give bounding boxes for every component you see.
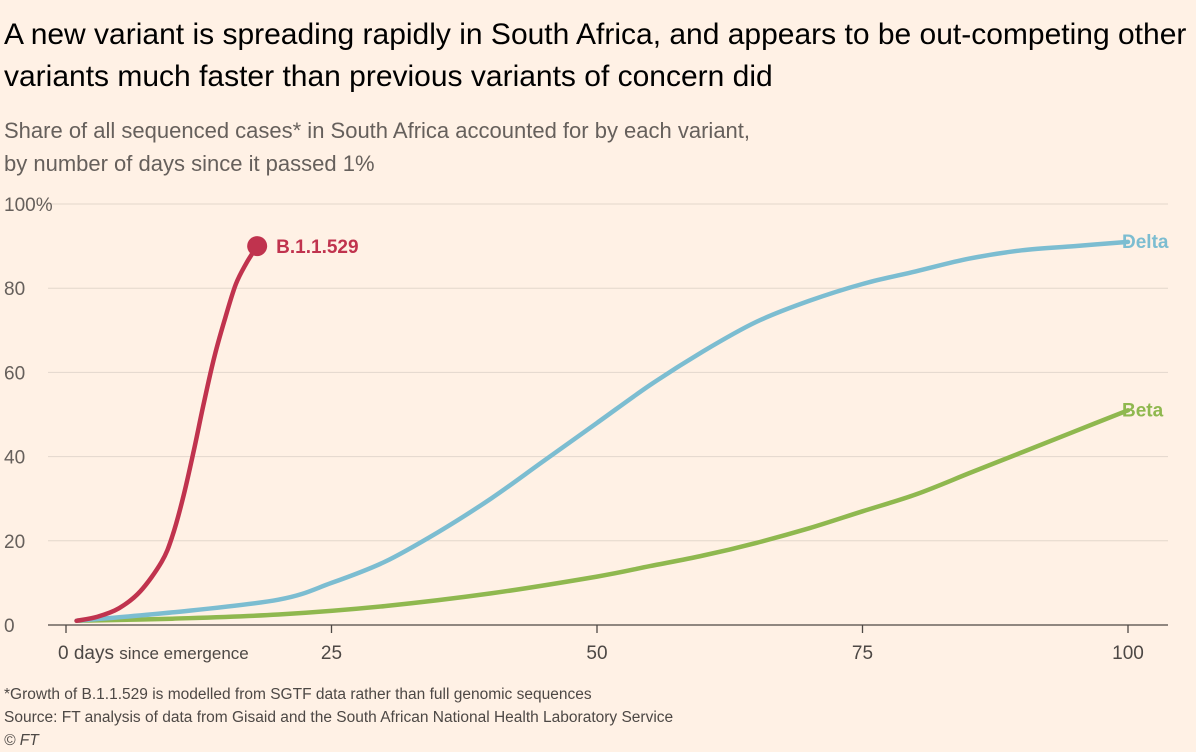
y-tick-label: 40: [4, 448, 25, 469]
x-tick-label: 50: [586, 643, 607, 664]
x-tick-label: 75: [852, 643, 873, 664]
series-end-marker-b-1-1-529: [247, 236, 268, 257]
x-tick-label: 25: [321, 643, 342, 664]
series-line-b-1-1-529: [74, 243, 260, 624]
chart-subtitle: Share of all sequenced cases* in South A…: [4, 114, 1004, 180]
y-tick-label: 100%: [4, 195, 53, 216]
subtitle-line-2: by number of days since it passed 1%: [4, 151, 375, 176]
footnote: *Growth of B.1.1.529 is modelled from SG…: [4, 686, 592, 703]
series-label-delta: Delta: [1122, 232, 1169, 253]
x-tick-label: 100: [1112, 643, 1144, 664]
y-tick-label: 0: [4, 616, 15, 637]
x-tick-label: 0 days since emergence: [58, 643, 249, 664]
series-label-beta: Beta: [1122, 400, 1164, 421]
chart-title: A new variant is spreading rapidly in So…: [4, 18, 1187, 93]
y-tick-label: 20: [4, 532, 25, 553]
y-tick-label: 80: [4, 279, 25, 300]
series-line-delta: [74, 239, 1131, 624]
y-tick-label: 60: [4, 363, 25, 384]
subtitle-line-1: Share of all sequenced cases* in South A…: [4, 118, 751, 143]
source-note: Source: FT analysis of data from Gisaid …: [4, 709, 674, 726]
copyright: © FT: [4, 732, 39, 749]
chart-footer: *Growth of B.1.1.529 is modelled from SG…: [4, 683, 1194, 752]
series-label-b-1-1-529: B.1.1.529: [276, 237, 358, 258]
series-line-beta: [74, 408, 1131, 624]
